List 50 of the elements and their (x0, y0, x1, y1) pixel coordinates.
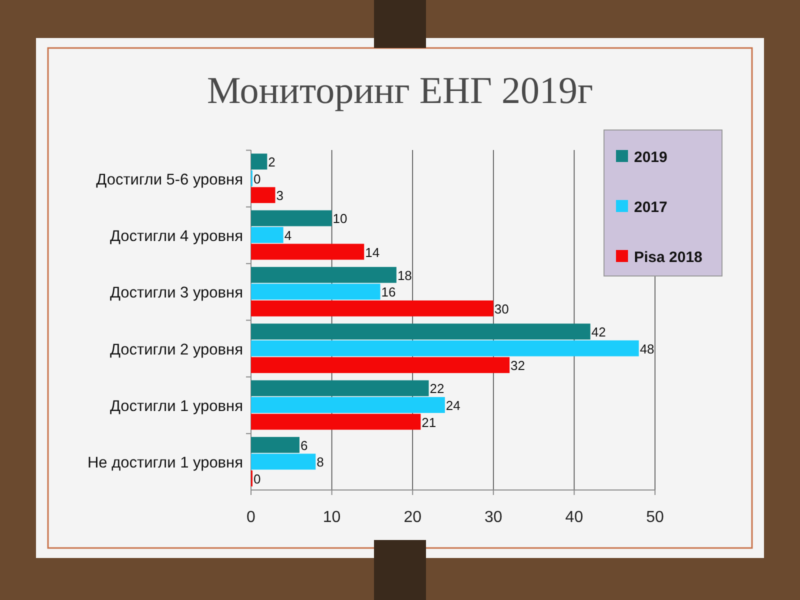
data-label: 30 (494, 301, 509, 316)
data-label: 2 (268, 154, 276, 170)
bar (251, 210, 332, 226)
legend-label: 2019 (634, 149, 668, 166)
y-tick-label: Достигли 3 уровня (110, 284, 243, 302)
data-label: 24 (446, 398, 460, 413)
legend-label: 2017 (634, 199, 668, 216)
x-tick-label: 50 (646, 509, 664, 526)
bar (251, 380, 429, 396)
bar (251, 154, 268, 170)
x-tick-label: 0 (246, 509, 256, 526)
data-label: 0 (254, 471, 261, 486)
chart-title: Мониторинг ЕНГ 2019г (206, 70, 594, 112)
data-label: 3 (276, 188, 284, 204)
bar (251, 397, 445, 413)
data-label: 22 (430, 381, 444, 396)
bar (251, 414, 421, 430)
bar (251, 227, 284, 243)
data-label: 8 (316, 454, 324, 470)
y-tick-label: Не достигли 1 уровня (87, 454, 243, 472)
y-tick-label: Достигли 5-6 уровня (96, 171, 243, 188)
data-label: 0 (254, 171, 261, 186)
bar (251, 454, 316, 470)
bar (251, 244, 364, 260)
data-label: 10 (332, 211, 348, 226)
y-tick-label: Достигли 1 уровня (110, 398, 243, 415)
x-tick-label: 20 (404, 509, 422, 526)
y-tick-label: Достигли 2 уровня (110, 341, 243, 358)
bar (251, 436, 300, 453)
data-label: 18 (397, 268, 412, 283)
bar (251, 284, 380, 300)
bar (251, 266, 396, 283)
x-tick-label: 10 (322, 509, 341, 526)
x-tick-label: 40 (565, 509, 584, 526)
x-tick-label: 30 (484, 509, 502, 526)
bar (251, 324, 590, 340)
data-label: 48 (640, 341, 654, 356)
data-label: 32 (510, 358, 526, 374)
data-label: 6 (300, 438, 308, 453)
y-tick-label: Достигли 4 уровня (110, 228, 243, 245)
data-label: 21 (422, 414, 436, 430)
data-label: 42 (591, 324, 606, 340)
bar (251, 357, 510, 374)
data-label: 16 (381, 284, 396, 300)
legend-label: Pisa 2018 (634, 249, 702, 266)
bar (251, 300, 494, 316)
bar (251, 340, 639, 356)
data-label: 14 (365, 244, 380, 260)
bar (251, 187, 276, 204)
data-label: 4 (284, 228, 292, 243)
